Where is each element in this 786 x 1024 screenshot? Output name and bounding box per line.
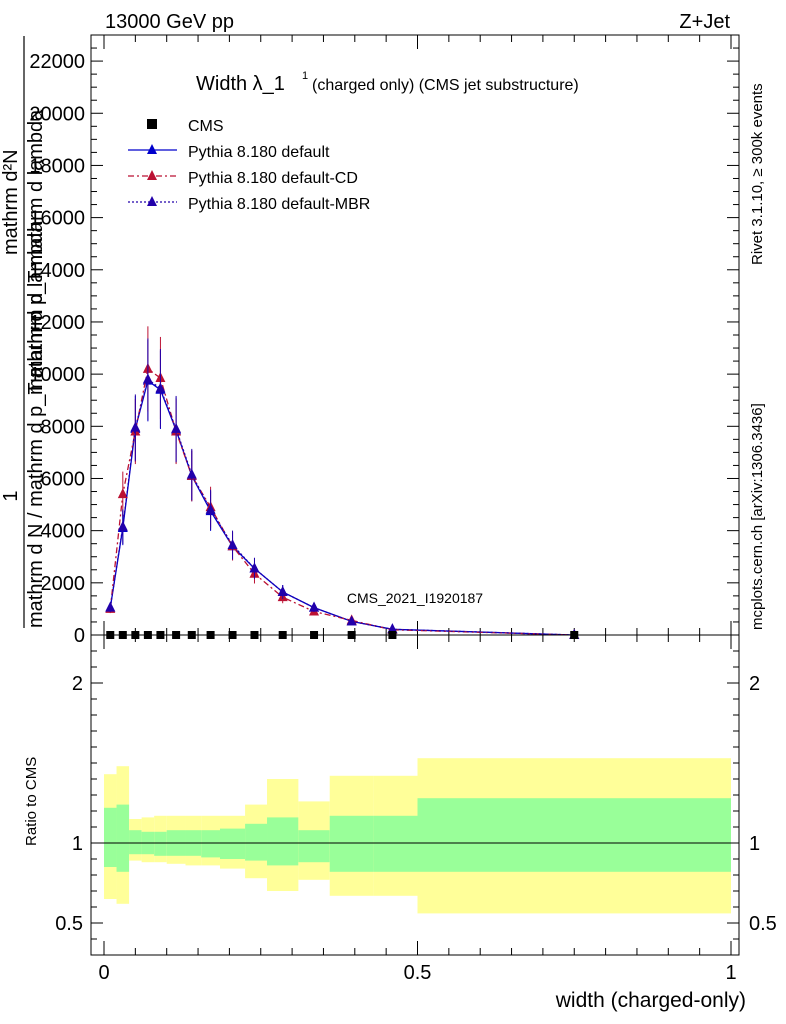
x-tick-label: 1: [725, 962, 736, 984]
chart-title-sub: (charged only) (CMS jet substructure): [312, 77, 579, 94]
ratio-x-axis: 0 0.5 1: [98, 635, 737, 984]
y-label-right-top: mathrm d²N: [0, 149, 22, 255]
ratio-bands: [104, 758, 731, 914]
y-tick-label: 12000: [29, 312, 85, 334]
series-line-1: [109, 367, 575, 636]
series-point: [171, 422, 182, 433]
ratio-panel: 0.5 0.51 12 2 0 0.5 1 Ratio to CMS: [23, 634, 777, 984]
energy-label: 13000 GeV pp: [105, 11, 234, 33]
ratio-band-green: [329, 815, 374, 872]
series-point: [130, 421, 141, 432]
ratio-band-green: [129, 830, 142, 855]
legend-marker-cms: [147, 119, 157, 129]
main-panel: 0 2000 4000 6000 8000 10000 12000 14000 16000 180…: [0, 34, 740, 647]
ratio-band-green: [116, 804, 130, 872]
series-layer: [105, 326, 580, 639]
y-tick-label: 22000: [29, 51, 85, 73]
ratio-y-tick-label: 2: [72, 673, 83, 695]
ratio-y-tick-label-right: 1: [749, 833, 760, 855]
series-point: [205, 503, 216, 514]
main-y-axis-label: 1 mathrm d N / mathrm d p_T mathrm d lam…: [0, 36, 47, 628]
y-tick-label: 10000: [29, 364, 85, 386]
y-tick-label: 16000: [29, 208, 85, 230]
process-label: Z+Jet: [679, 11, 730, 33]
chart-title: Width λ_1 1 (charged only) (CMS jet subs…: [196, 70, 579, 95]
y-label-right-bottom: mathrm d p_T mathrm d lambda: [25, 109, 47, 395]
y-tick-label: 8000: [41, 416, 86, 438]
legend-marker-default: [147, 144, 157, 154]
x-tick-label: 0.5: [404, 962, 432, 984]
legend-marker-default-cd: [147, 170, 157, 180]
x-tick-label: 0: [98, 962, 109, 984]
series-point: [117, 488, 128, 499]
y-tick-label: 2000: [41, 573, 86, 595]
legend-marker-default-mbr: [147, 196, 157, 206]
ratio-band-green: [298, 830, 330, 863]
series-point: [227, 539, 238, 549]
series-point: [346, 615, 357, 626]
ratio-y-axis: 0.5 0.5 1 1 2 2: [55, 650, 777, 940]
legend: CMS Pythia 8.180 default Pythia 8.180 de…: [128, 118, 370, 213]
series-point: [186, 468, 197, 479]
chart-watermark: CMS_2021_I1920187: [347, 590, 483, 606]
ratio-band-green: [267, 817, 299, 866]
series-point: [142, 373, 153, 384]
legend-label-default: Pythia 8.180 default: [188, 144, 330, 161]
y-label-denominator: mathrm d N / mathrm d p_T mathrm d lambd…: [25, 221, 47, 628]
y-tick-label: 0: [74, 625, 85, 647]
ratio-band-green: [219, 828, 246, 859]
ratio-y-tick-label: 0.5: [55, 913, 83, 935]
chart-title-sup: 1: [302, 70, 308, 82]
chart-title-main: Width λ_1: [196, 73, 285, 95]
series-point: [277, 585, 288, 596]
ratio-band-green: [417, 798, 731, 872]
y-label-numerator: 1: [0, 490, 22, 501]
series-point: [387, 623, 398, 634]
series-point: [155, 382, 166, 393]
series-line-0: [109, 379, 575, 636]
main-x-ticks: [103, 35, 732, 635]
y-tick-label: 6000: [41, 468, 86, 490]
series-line-2: [109, 378, 575, 636]
series-point: [117, 520, 128, 531]
ratio-band-green: [154, 831, 167, 856]
ratio-y-tick-label: 1: [72, 833, 83, 855]
ratio-y-tick-label-right: 2: [749, 673, 760, 695]
series-point: [249, 562, 260, 573]
rivet-label: Rivet 3.1.10, ≥ 300k events: [749, 83, 766, 265]
series-point: [105, 601, 116, 612]
ratio-band-green: [104, 807, 117, 867]
y-tick-label: 14000: [29, 260, 85, 282]
series-point: [309, 601, 320, 612]
ratio-band-green: [201, 830, 220, 858]
ratio-y-label: Ratio to CMS: [23, 757, 40, 846]
y-tick-label: 4000: [41, 521, 86, 543]
y-tick-label: 18000: [29, 155, 85, 177]
mcplots-label: mcplots.cern.ch [arXiv:1306.3436]: [749, 403, 766, 630]
x-axis-label: width (charged-only): [555, 989, 746, 1012]
legend-label-default-mbr: Pythia 8.180 default-MBR: [188, 196, 370, 213]
legend-label-default-cd: Pythia 8.180 default-CD: [188, 170, 358, 187]
main-y-axis: 0 2000 4000 6000 8000 10000 12000 14000 16000 180…: [29, 34, 739, 647]
ratio-band-green: [245, 823, 268, 861]
ratio-band-green: [373, 815, 418, 872]
ratio-y-tick-label-right: 0.5: [749, 913, 777, 935]
y-tick-label: 20000: [29, 103, 85, 125]
legend-label-cms: CMS: [188, 118, 224, 135]
